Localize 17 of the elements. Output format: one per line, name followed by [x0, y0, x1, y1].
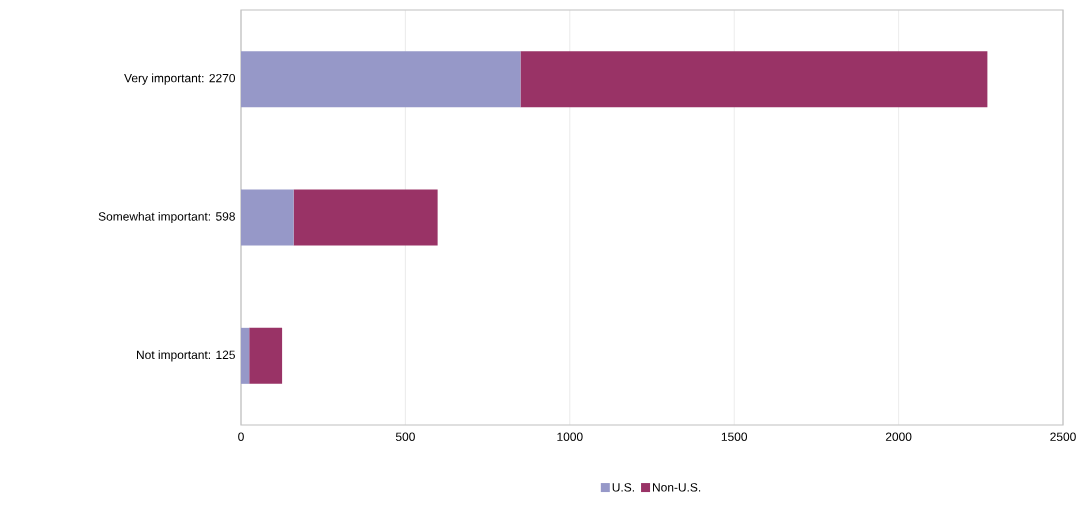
x-tick-label: 500 [395, 432, 415, 441]
bar [241, 51, 521, 108]
x-tick-label: 1000 [557, 432, 583, 441]
bar [241, 189, 294, 246]
x-tick-label: 0 [238, 432, 244, 441]
y-tick-label: Not important: 125 [137, 350, 235, 362]
x-tick-label: 1500 [721, 432, 748, 441]
legend-label: U.S. [612, 483, 634, 492]
bar [241, 327, 250, 384]
legend-label: Non-U.S. [653, 483, 701, 492]
bar [293, 189, 438, 246]
y-tick-label: Somewhat important: 598 [98, 211, 235, 224]
x-tick-label: 2000 [885, 432, 912, 441]
bar [520, 51, 988, 108]
y-tick-label: Very important: 2270 [124, 73, 236, 85]
bar [249, 327, 283, 384]
x-tick-label: 2500 [1050, 432, 1076, 441]
